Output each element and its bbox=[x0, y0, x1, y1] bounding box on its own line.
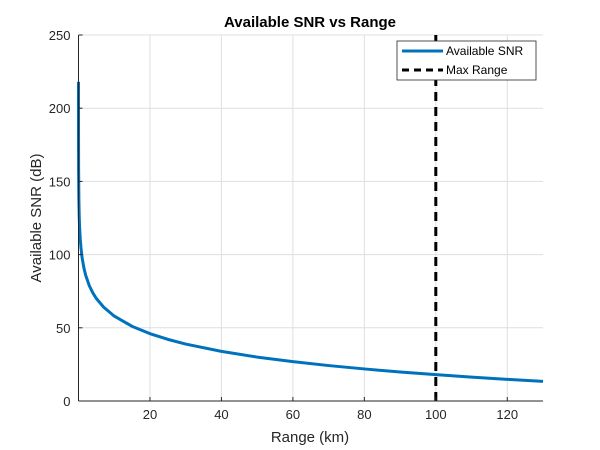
x-tick-label: 120 bbox=[496, 407, 518, 422]
plot-area bbox=[78, 35, 543, 401]
legend-label-max-range: Max Range bbox=[446, 63, 508, 77]
x-tick-label: 60 bbox=[286, 407, 300, 422]
grid bbox=[78, 34, 543, 402]
available-snr-line bbox=[77, 81, 544, 383]
legend-label-available-snr: Available SNR bbox=[446, 44, 523, 58]
y-tick-label: 150 bbox=[49, 174, 71, 189]
x-tick-label: 20 bbox=[143, 407, 157, 422]
x-tick-label: 80 bbox=[357, 407, 371, 422]
x-tick-label: 100 bbox=[425, 407, 447, 422]
y-tick-label: 250 bbox=[49, 28, 71, 43]
y-tick-label: 0 bbox=[63, 394, 70, 409]
x-tick-label: 40 bbox=[214, 407, 228, 422]
plot-lines bbox=[77, 35, 544, 401]
y-axis-label: Available SNR (dB) bbox=[28, 154, 45, 283]
y-tick-label: 50 bbox=[56, 321, 70, 336]
y-tick-label: 100 bbox=[49, 248, 71, 263]
legend: Available SNR Max Range bbox=[396, 40, 537, 81]
x-axis-label: Range (km) bbox=[271, 429, 349, 446]
legend-box bbox=[396, 40, 537, 81]
chart-title: Available SNR vs Range bbox=[224, 14, 396, 31]
y-tick-label: 200 bbox=[49, 101, 71, 116]
axes: 20 40 60 80 100 120 0 50 100 150 200 250 bbox=[49, 28, 543, 422]
